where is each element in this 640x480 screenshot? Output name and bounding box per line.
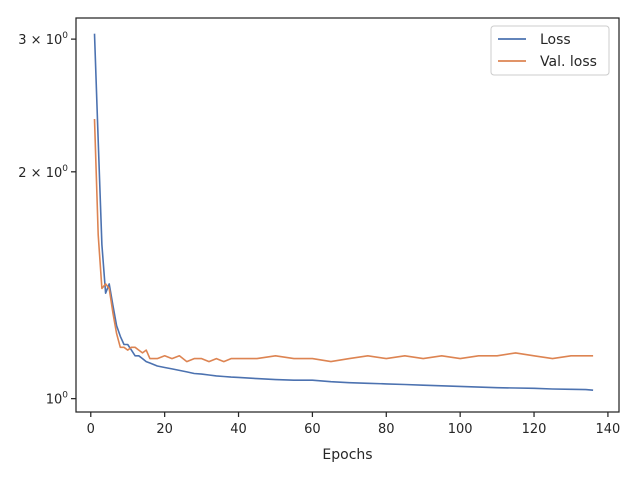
- plot-area: [93, 33, 594, 391]
- legend-label-loss: Loss: [540, 32, 571, 48]
- legend-label-val-loss: Val. loss: [540, 54, 597, 70]
- x-tick-label: 100: [448, 422, 473, 437]
- x-tick-label: 40: [230, 422, 247, 437]
- series-line-loss: [93, 33, 594, 391]
- x-tick-label: 80: [378, 422, 395, 437]
- y-tick-label: 2 × 100: [18, 164, 68, 181]
- x-axis-label: Epochs: [322, 447, 372, 463]
- x-tick-label: 140: [596, 422, 621, 437]
- x-tick-label: 60: [304, 422, 321, 437]
- x-tick-label: 0: [87, 422, 95, 437]
- axes-frame: [75, 17, 620, 413]
- y-tick-label: 3 × 100: [18, 31, 68, 48]
- x-tick-label: 20: [156, 422, 173, 437]
- x-tick-label: 120: [522, 422, 547, 437]
- legend: Loss Val. loss: [490, 25, 610, 76]
- axis-ticks: 0 20 40 60 80 100 120 140 100 2 × 100 3 × 100: [18, 31, 620, 437]
- series-line-val-loss: [93, 118, 594, 363]
- y-tick-label: 100: [46, 391, 69, 408]
